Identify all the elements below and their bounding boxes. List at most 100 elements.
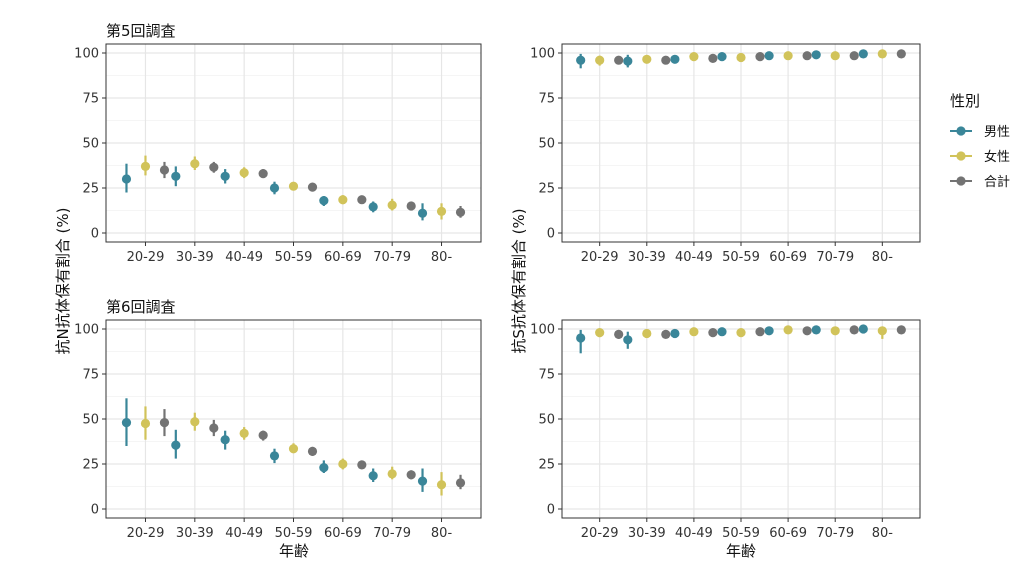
legend-label: 女性 [984, 149, 1010, 165]
y-tick-label: 0 [91, 503, 99, 518]
data-point [209, 162, 219, 172]
y-tick-label: 100 [530, 47, 555, 62]
data-point [595, 55, 605, 65]
data-point [623, 335, 633, 345]
x-tick-label: 50-59 [722, 250, 760, 265]
data-point [190, 159, 200, 169]
data-point [877, 49, 887, 59]
y-tick-label: 100 [74, 47, 99, 62]
x-tick-label: 80- [431, 250, 453, 265]
data-point [368, 471, 378, 481]
data-point [239, 168, 249, 178]
data-point [417, 476, 428, 486]
data-point [319, 196, 329, 206]
x-axis-title-right: 年齢 [726, 542, 756, 560]
data-point [896, 49, 906, 59]
data-point [802, 326, 812, 336]
y-tick-label: 100 [74, 323, 99, 338]
data-point [258, 169, 268, 179]
data-point [755, 52, 765, 62]
data-point [708, 53, 718, 64]
data-point [717, 52, 727, 62]
data-point [239, 428, 249, 438]
data-point [877, 326, 887, 336]
data-point [190, 417, 200, 427]
y-tick-label: 25 [82, 182, 99, 197]
data-point [269, 451, 280, 461]
data-point [307, 446, 318, 456]
legend-key-point [956, 176, 966, 186]
data-point [159, 165, 170, 175]
y-tick-label: 50 [82, 413, 99, 428]
data-point [307, 182, 318, 192]
x-tick-label: 70-79 [373, 250, 411, 265]
data-point [576, 333, 586, 343]
x-tick-label: 30-39 [176, 526, 214, 541]
panel-2: 0 25 50 75 100 20-29 30-39 40-49 50-59 60-69 70-79… [530, 43, 921, 265]
data-point [140, 161, 151, 171]
data-point [811, 325, 821, 335]
panel-3: 0 25 50 75 100 20-29 30-39 40-49 50-59 60-69 70-79… [74, 298, 482, 541]
x-tick-label: 30-39 [176, 250, 214, 265]
data-point [736, 328, 746, 338]
data-point [338, 459, 348, 469]
y-tick-label: 50 [538, 137, 555, 152]
data-point [849, 51, 859, 61]
y-tick-label: 75 [538, 92, 555, 107]
panel-1: 0 25 50 75 100 20-29 30-39 40-49 50-59 60-69 70-79… [74, 22, 482, 265]
data-point [623, 56, 633, 66]
panel-title: 第5回調査 [106, 22, 176, 40]
data-point [159, 418, 170, 428]
data-point [171, 171, 181, 181]
data-point [764, 51, 774, 61]
y-tick-label: 0 [547, 503, 555, 518]
data-point [755, 327, 765, 337]
data-point [576, 55, 586, 65]
data-point [858, 324, 868, 334]
data-point [269, 183, 280, 193]
data-point [455, 478, 466, 488]
panel-title: 第6回調査 [106, 298, 176, 316]
data-point [661, 55, 671, 65]
y-tick-label: 50 [82, 137, 99, 152]
data-point [209, 423, 219, 433]
x-tick-label: 70-79 [816, 250, 854, 265]
legend-label: 合計 [984, 174, 1010, 190]
data-point [858, 49, 868, 59]
data-point [387, 469, 397, 479]
data-point [417, 208, 428, 218]
y-tick-label: 100 [530, 323, 555, 338]
x-tick-label: 50-59 [275, 250, 313, 265]
x-tick-label: 40-49 [675, 526, 713, 541]
data-point [614, 55, 624, 65]
data-point [802, 51, 812, 61]
x-tick-label: 40-49 [675, 250, 713, 265]
data-point [220, 171, 230, 181]
data-point [689, 52, 699, 62]
data-point [595, 328, 605, 338]
data-point [849, 325, 859, 335]
x-tick-label: 50-59 [722, 526, 760, 541]
data-point [288, 444, 299, 454]
x-tick-label: 60-69 [769, 526, 807, 541]
y-axis-title-left: 抗N抗体保有割合 (%) [54, 208, 72, 355]
data-point [121, 174, 132, 184]
data-point [670, 54, 680, 64]
y-tick-label: 50 [538, 413, 555, 428]
data-point [830, 326, 840, 336]
x-tick-label: 60-69 [324, 526, 362, 541]
y-tick-label: 75 [82, 368, 99, 383]
x-tick-label: 80- [872, 250, 894, 265]
legend-key-point [956, 126, 966, 136]
legend-label: 男性 [984, 125, 1010, 140]
x-tick-label: 70-79 [373, 526, 411, 541]
data-point [387, 200, 397, 210]
data-point [783, 51, 793, 61]
data-point [406, 201, 416, 211]
data-point [455, 207, 466, 217]
x-axis-title-left: 年齢 [279, 542, 309, 560]
legend-key-point [956, 151, 966, 161]
data-point [642, 328, 652, 339]
panel-4: 0 25 50 75 100 20-29 30-39 40-49 50-59 60-69 70-79… [530, 319, 921, 541]
data-point [783, 325, 793, 335]
